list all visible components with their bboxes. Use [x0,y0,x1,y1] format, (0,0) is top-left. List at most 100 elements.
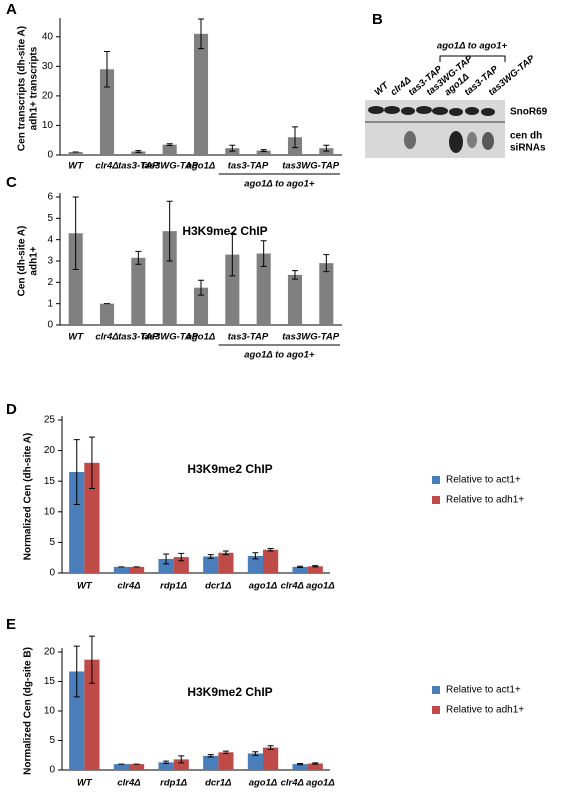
error-bar [207,554,214,559]
error-bar [229,232,236,277]
bar [263,747,279,770]
bar [173,759,189,770]
legend-label: Relative to act1+ [446,475,521,486]
chart-title: H3K9me2 ChIP [182,224,267,238]
error-bar [229,144,236,152]
error-bar [252,751,259,756]
error-bar [207,754,214,758]
bar [319,263,334,325]
x-tick-label: ago1Δ [187,161,216,172]
error-bar [222,750,229,754]
bar [292,764,308,770]
x-tick-label: dcr1Δ [205,778,231,789]
y-tick-label: 20 [42,91,54,102]
y-axis-label: adh1+ [29,246,40,275]
x-tick-label: tas3WG-TAP [141,161,198,172]
group-label: tas3-TAP [228,161,269,172]
panel-label: A [6,1,17,18]
y-tick-label: 2 [47,277,53,288]
y-tick-label: 4 [47,234,53,245]
error-bar [222,550,229,556]
y-axis-label: Normalized Cen (dh-site A) [23,433,34,560]
bar [218,552,234,573]
bar [68,233,83,325]
y-tick-label: 6 [47,192,53,203]
error-bar [297,763,304,766]
x-tick-label: WT [77,778,93,789]
y-tick-label: 20 [44,445,56,456]
bar [203,556,219,573]
group-label: tas3-TAP [228,332,269,343]
x-tick-label: WT [68,161,84,172]
bar [131,257,146,325]
bar [287,274,303,325]
bar [99,69,115,155]
error-bar [73,645,80,698]
x-tick-label: dcr1Δ [205,581,231,592]
bar [84,659,100,770]
group-label: ago1Δ to ago1+ [244,179,315,190]
group-label: tas3WG-TAP [282,161,339,172]
legend-swatch [432,686,440,694]
x-tick-label: rdp1Δ [160,778,187,789]
panel-label: B [372,11,383,28]
legend-swatch [432,496,440,504]
legend-swatch [432,706,440,714]
x-tick-label: tas3-TAP [118,161,159,172]
y-tick-label: 30 [42,61,54,72]
error-bar [312,565,319,568]
error-bar [72,196,79,271]
y-tick-label: 25 [44,415,56,426]
bar [129,566,145,573]
x-tick-label: tas3WG-TAP [141,332,198,343]
bar [69,472,85,573]
error-bar [252,552,259,560]
bar [256,253,271,325]
x-tick-label: clr4Δ ago1Δ [281,581,335,592]
error-bar [166,143,173,147]
y-tick-label: 10 [44,706,56,717]
y-tick-label: 5 [49,537,55,548]
error-bar [163,553,170,565]
bar [84,462,100,573]
bar [129,764,145,770]
band-label: SnoR69 [510,107,548,118]
x-tick-label: clr4Δ [117,581,140,592]
x-tick-label: rdp1Δ [160,581,187,592]
blot-bracket [439,55,506,62]
y-tick-label: 15 [44,476,56,487]
x-tick-label: ago1Δ [249,581,278,592]
y-tick-label: 20 [44,647,56,658]
bar [99,303,115,325]
x-tick-label: ago1Δ [187,332,216,343]
x-tick-label: clr4Δ [95,161,118,172]
panel-label: C [6,174,17,191]
x-tick-label: ago1Δ [249,778,278,789]
bar [263,549,279,573]
error-bar [166,200,173,262]
y-tick-label: 0 [49,568,55,579]
bar [307,763,323,770]
chart-title: H3K9me2 ChIP [187,685,272,699]
y-tick-label: 15 [44,676,56,687]
y-tick-label: 10 [42,120,54,131]
error-bar [260,240,267,267]
error-bar [323,254,330,273]
bar [203,755,219,770]
y-axis-label: Cen transcripts (dh-site A) [17,26,28,151]
x-tick-label: clr4Δ [117,778,140,789]
y-tick-label: 5 [47,213,53,224]
error-bar [297,565,304,568]
bar [68,152,83,155]
bar [173,557,189,573]
bar [292,566,308,573]
error-bar [178,552,185,562]
x-tick-label: WT [77,581,93,592]
error-bar [198,18,204,50]
y-axis-label: Normalized Cen (dg-site B) [23,647,34,775]
error-bar [292,126,298,149]
error-bar [323,144,330,152]
error-bar [88,436,95,490]
